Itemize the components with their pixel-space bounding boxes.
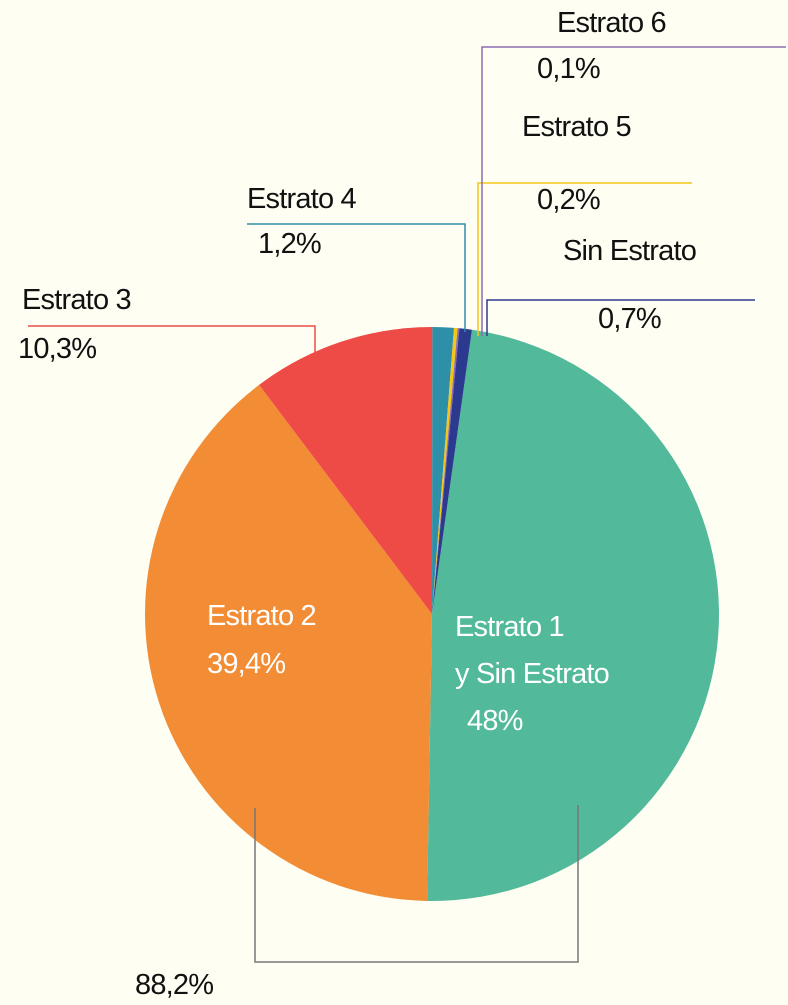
- slice-label: Estrato 3: [22, 284, 132, 316]
- slice-label: Estrato 4: [247, 183, 357, 215]
- slice-label: Estrato 6: [557, 7, 667, 39]
- pie-slice: [259, 326, 433, 614]
- leader-line: [28, 325, 316, 355]
- bracket: [254, 805, 579, 963]
- pie-slice: [432, 328, 472, 614]
- slice-value: 48%: [467, 705, 523, 737]
- pie-slice: [432, 327, 455, 614]
- slice-value: 0,1%: [537, 53, 601, 85]
- pie-slice: [144, 384, 432, 901]
- slice-value: 0,2%: [537, 184, 601, 216]
- slice-value: 1,2%: [258, 228, 322, 260]
- slice-label: Estrato 5: [522, 111, 632, 143]
- slice-label: Estrato 1 y Sin Estrato: [455, 611, 610, 690]
- leader-line: [481, 46, 786, 336]
- leader-line: [247, 223, 466, 332]
- slice-label: Sin Estrato: [563, 235, 697, 267]
- slice-value: 39,4%: [207, 648, 286, 680]
- annotation: 88,2%: [135, 969, 214, 1001]
- pie-slice: [427, 329, 719, 901]
- pie-slice: [432, 327, 458, 614]
- leader-line: [477, 182, 692, 336]
- slice-label: Estrato 2: [207, 600, 317, 632]
- slice-value: 10,3%: [18, 333, 97, 365]
- leader-line: [486, 299, 755, 336]
- pie-slice: [432, 328, 460, 614]
- slice-value: 0,7%: [598, 303, 662, 335]
- slices: [144, 326, 719, 901]
